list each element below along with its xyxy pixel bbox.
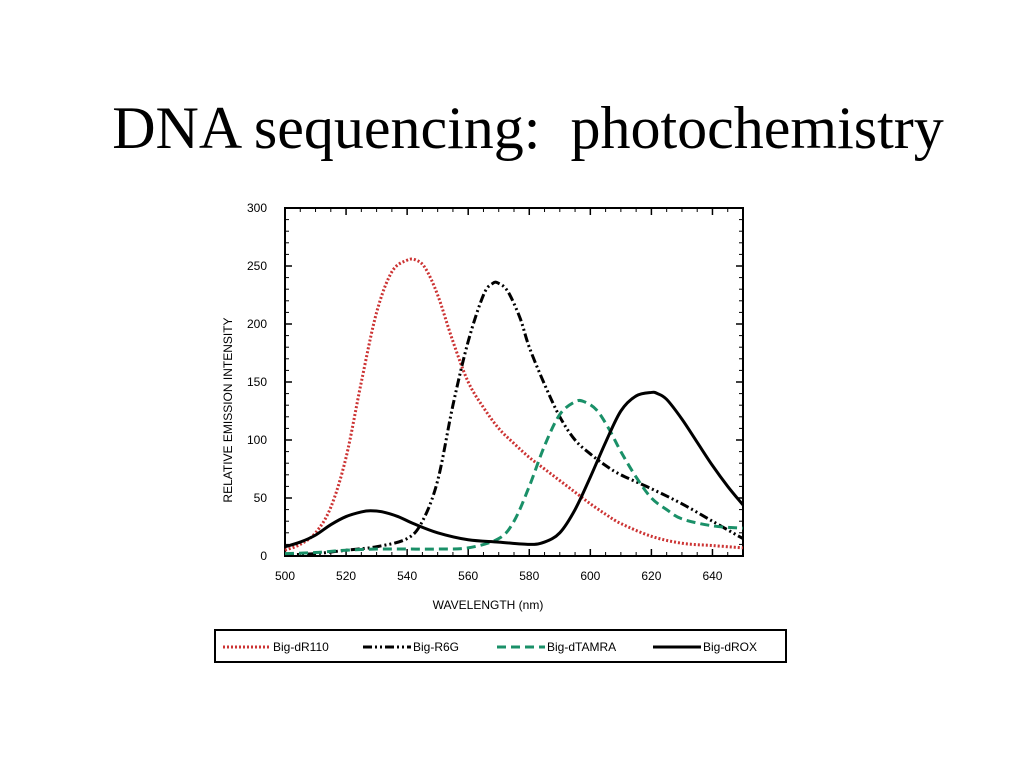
x-tick-label: 560 bbox=[458, 569, 478, 583]
series-line-big-dtamra bbox=[284, 398, 744, 556]
x-axis-title: WAVELENGTH (nm) bbox=[433, 598, 544, 612]
series-line-big-drox bbox=[284, 390, 745, 549]
x-tick-label: 520 bbox=[336, 569, 356, 583]
y-tick-label: 300 bbox=[247, 201, 267, 215]
plot-frame bbox=[284, 207, 744, 557]
y-tick-label: 200 bbox=[247, 317, 267, 331]
x-tick-label: 580 bbox=[519, 569, 539, 583]
axis-tick-labels: 500 520 540 560 580 600 620 640 0 50 100 150 200 250 3… bbox=[247, 201, 723, 583]
legend-label-big-dtamra: Big-dTAMRA bbox=[547, 640, 616, 654]
series-line-big-r6g bbox=[284, 280, 744, 557]
y-tick-label: 0 bbox=[260, 549, 267, 563]
y-tick-label: 150 bbox=[247, 375, 267, 389]
series-line-big-dr110 bbox=[284, 257, 744, 552]
series-layer bbox=[284, 257, 745, 557]
x-tick-label: 600 bbox=[580, 569, 600, 583]
axis-ticks bbox=[284, 207, 744, 557]
legend: Big-dR110 Big-R6G Big-dTAMRA Big-dROX bbox=[214, 629, 787, 663]
slide-title: DNA sequencing: photochemistry bbox=[112, 95, 944, 161]
y-tick-label: 250 bbox=[247, 259, 267, 273]
y-axis-title: RELATIVE EMISSION INTENSITY bbox=[221, 317, 235, 502]
y-tick-label: 100 bbox=[247, 433, 267, 447]
legend-label-big-drox: Big-dROX bbox=[703, 640, 757, 654]
x-tick-label: 640 bbox=[702, 569, 722, 583]
legend-label-big-r6g: Big-R6G bbox=[413, 640, 459, 654]
x-tick-label: 500 bbox=[275, 569, 295, 583]
x-tick-label: 540 bbox=[397, 569, 417, 583]
legend-label-big-dr110: Big-dR110 bbox=[273, 640, 329, 654]
y-tick-label: 50 bbox=[254, 491, 268, 505]
x-tick-label: 620 bbox=[641, 569, 661, 583]
legend-items: Big-dR110 Big-R6G Big-dTAMRA Big-dROX bbox=[223, 640, 757, 654]
